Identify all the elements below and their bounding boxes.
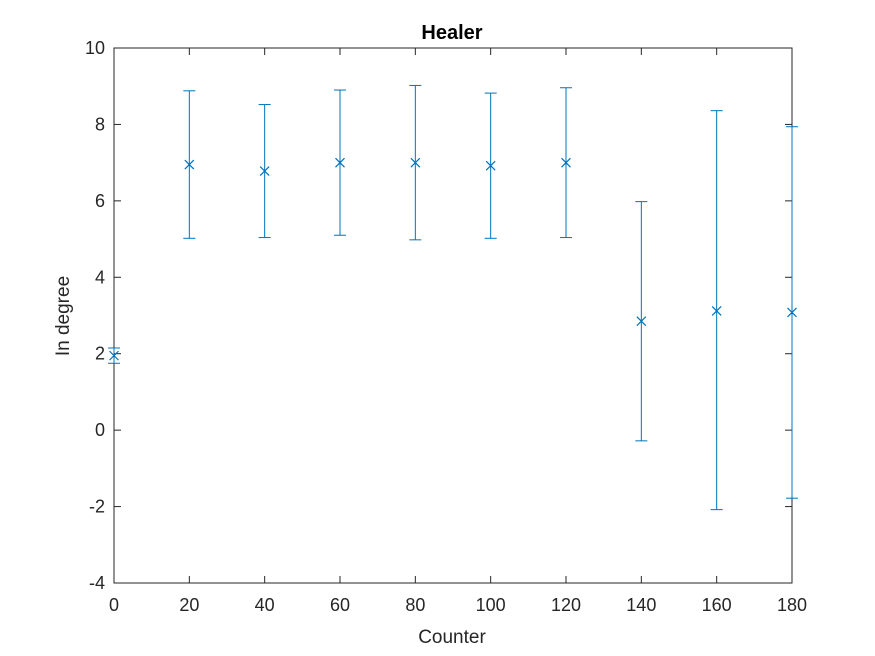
data-marker [184,159,195,170]
plot-area: 0 20 40 60 80 100 120 140 160 180 -4 -2 0 2 4 6 8 10 [85,38,807,615]
axes-box [113,47,793,584]
y-axis-ticks: -4 -2 0 2 4 6 8 10 [85,38,792,593]
errorbar-point [183,90,196,239]
x-tick-label: 100 [476,595,506,615]
data-marker [561,157,571,168]
x-axis-ticks: 0 20 40 60 80 100 120 140 160 180 [109,48,807,615]
y-axis-label: In degree [53,276,74,356]
x-tick-label: 60 [330,595,350,615]
data-marker [335,157,345,168]
x-tick-label: 80 [405,595,425,615]
x-tick-label: 140 [626,595,656,615]
data-marker [636,316,647,327]
data-marker [711,305,722,316]
errorbar-point [710,110,723,511]
x-tick-label: 120 [551,595,581,615]
x-tick-label: 180 [777,595,807,615]
y-tick-label: 0 [95,420,105,440]
y-tick-label: 8 [95,114,105,134]
errorbar-point [334,89,346,236]
errorbar-point [635,201,648,442]
data-marker [410,157,421,168]
errorbar-point [409,84,422,241]
x-tick-label: 160 [702,595,732,615]
x-tick-label: 40 [255,595,275,615]
x-tick-label: 0 [109,595,119,615]
y-tick-label: -2 [89,497,105,517]
errorbar-series [108,84,798,511]
errorbar-point [560,87,572,239]
y-tick-label: -4 [89,573,105,593]
errorbar-point [258,104,271,239]
x-axis-label: Counter [418,627,486,648]
data-marker [787,307,797,318]
data-marker [109,350,119,361]
x-tick-label: 20 [179,595,199,615]
chart-title: Healer [421,22,482,44]
errorbar-point [786,126,798,499]
data-marker [259,166,270,176]
data-marker [485,160,496,171]
errorbar-point [108,347,120,364]
y-tick-label: 6 [95,191,105,211]
errorbar-point [484,92,497,239]
y-tick-label: 10 [85,38,105,58]
y-tick-label: 2 [95,344,105,364]
y-tick-label: 4 [95,267,105,287]
